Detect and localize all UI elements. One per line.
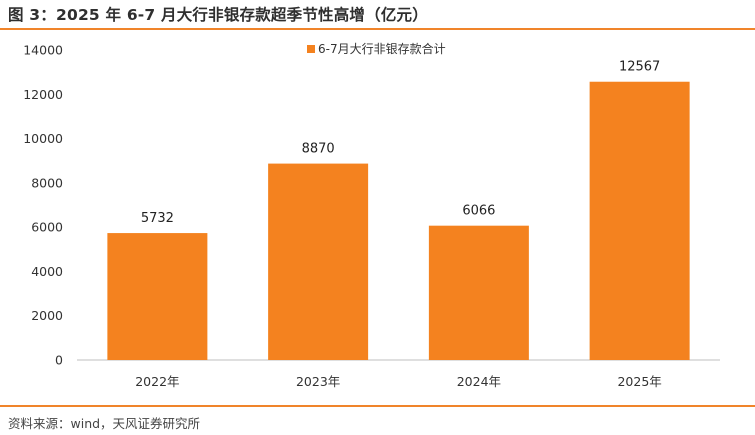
x-tick-label: 2023年 <box>296 374 340 389</box>
data-label: 12567 <box>619 60 660 75</box>
data-label: 5732 <box>141 211 174 226</box>
x-tick-label: 2022年 <box>135 374 179 389</box>
bar <box>268 163 369 360</box>
y-tick-label: 14000 <box>23 43 63 58</box>
bottom-accent-rule <box>0 405 755 407</box>
y-tick-label: 4000 <box>31 264 63 279</box>
data-label: 6066 <box>462 204 495 219</box>
y-tick-label: 12000 <box>23 87 63 102</box>
top-accent-rule <box>0 28 755 30</box>
y-tick-label: 10000 <box>23 131 63 146</box>
bar-series: 5732 8870 6066 12567 <box>107 60 690 360</box>
legend-label: 6-7月大行非银存款合计 <box>318 41 446 56</box>
y-tick-label: 2000 <box>31 308 63 323</box>
bar <box>428 225 529 360</box>
y-tick-label: 8000 <box>31 175 63 190</box>
bar-chart: 0 2000 4000 6000 8000 10000 12000 14000 5732 887… <box>23 41 720 389</box>
x-axis: 2022年 2023年 2024年 2025年 <box>135 374 662 389</box>
y-tick-label: 0 <box>55 353 63 368</box>
legend-swatch <box>307 45 315 53</box>
x-tick-label: 2024年 <box>457 374 501 389</box>
x-tick-label: 2025年 <box>617 374 661 389</box>
data-label: 8870 <box>302 142 335 157</box>
bar <box>589 81 690 360</box>
source-note: 资料来源：wind，天风证券研究所 <box>8 416 201 431</box>
legend: 6-7月大行非银存款合计 <box>307 41 446 56</box>
figure-title: 图 3：2025 年 6-7 月大行非银存款超季节性高增（亿元） <box>8 6 428 24</box>
y-tick-label: 6000 <box>31 220 63 235</box>
bar <box>107 233 208 360</box>
